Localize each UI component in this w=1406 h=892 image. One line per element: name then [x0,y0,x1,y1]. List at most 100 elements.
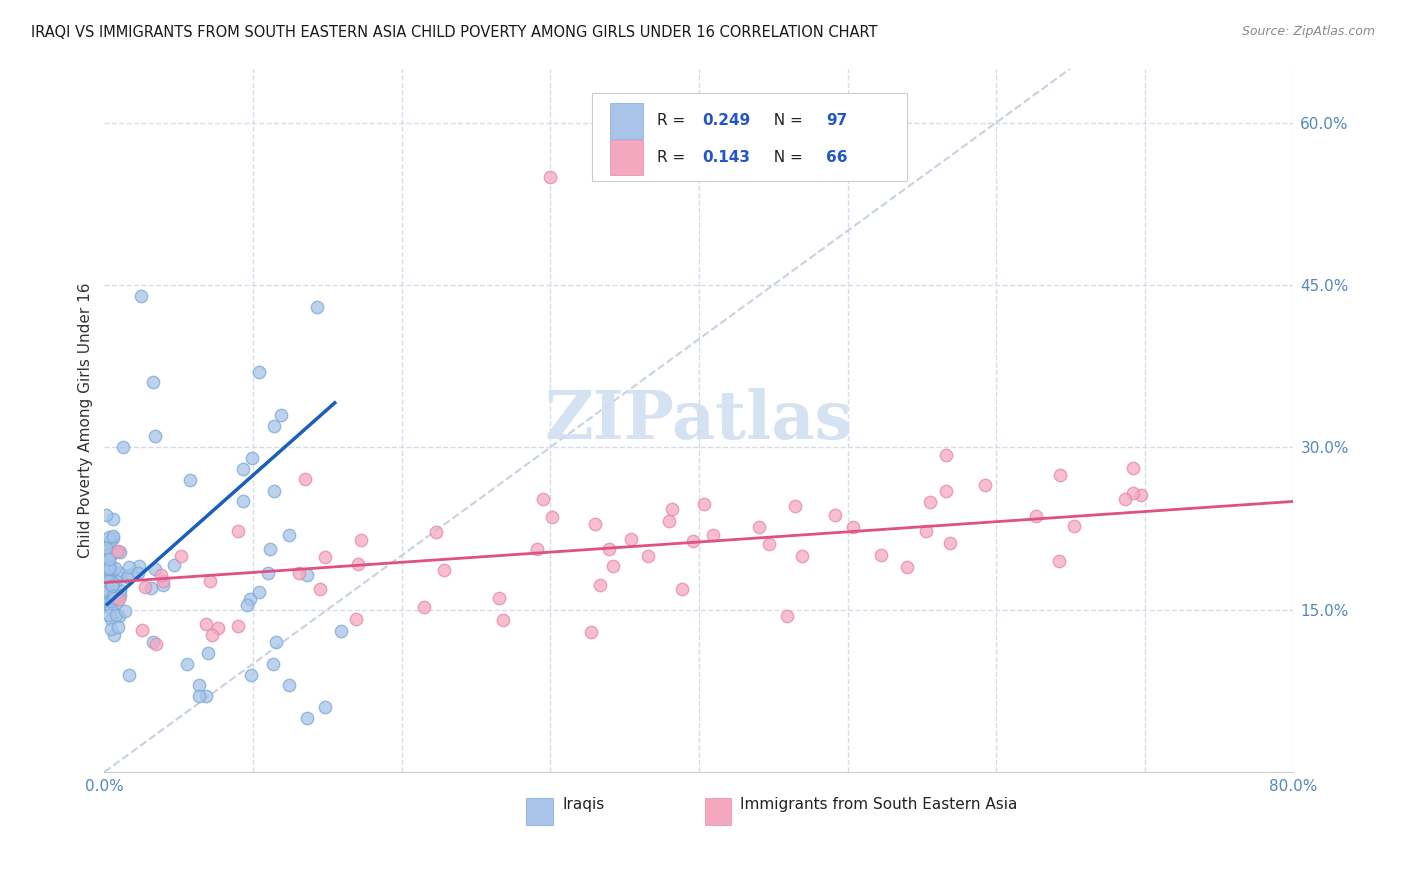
Point [96,543,118,558]
Point [103,591,125,605]
Text: N =: N = [765,150,808,165]
Point [1063,519,1085,533]
Point [288,566,311,580]
Point [195,617,218,632]
Point [935,484,957,499]
Text: N =: N = [765,113,808,128]
Point [693,498,716,512]
Point [270,408,292,422]
Point [589,578,612,592]
Point [94,597,117,611]
Point [134,580,156,594]
Text: 0.249: 0.249 [703,113,751,128]
Point [315,700,337,714]
Point [671,582,693,596]
Point [108,591,131,606]
Text: 66: 66 [827,150,848,165]
Text: IRAQI VS IMMIGRANTS FROM SOUTH EASTERN ASIA CHILD POVERTY AMONG GIRLS UNDER 16 C: IRAQI VS IMMIGRANTS FROM SOUTH EASTERN A… [31,25,877,40]
Text: ZIPatlas: ZIPatlas [544,388,853,453]
Point [108,566,131,580]
Point [110,582,132,597]
Point [425,525,447,540]
Point [101,590,124,604]
Point [97,552,120,566]
Point [344,612,367,626]
Point [108,590,131,604]
Point [197,646,219,660]
Point [142,376,165,390]
FancyBboxPatch shape [610,103,643,138]
Point [98,558,121,573]
Point [433,563,456,577]
Point [201,628,224,642]
Point [308,582,330,596]
Point [104,596,127,610]
Point [98,561,121,575]
Point [661,501,683,516]
Text: 97: 97 [827,113,848,128]
Point [602,559,624,574]
Point [176,657,198,671]
Point [100,547,122,561]
Point [702,528,724,542]
Point [295,711,318,725]
Point [1025,509,1047,524]
Point [142,635,165,649]
Point [101,591,124,606]
Point [103,532,125,546]
Point [1129,488,1152,502]
Text: R =: R = [657,113,690,128]
Point [207,621,229,635]
Point [98,569,121,583]
Point [347,557,370,571]
Point [101,575,124,590]
Point [105,608,128,623]
Point [103,628,125,642]
Point [1114,492,1136,507]
Point [128,558,150,573]
Point [100,599,122,613]
Point [935,449,957,463]
Point [152,574,174,589]
Point [598,541,620,556]
Point [141,581,163,595]
Point [118,667,141,681]
Point [538,169,561,184]
Point [101,529,124,543]
Point [263,483,285,498]
Point [920,495,942,509]
Point [104,545,127,559]
Point [583,516,606,531]
Point [1047,554,1070,568]
Point [100,562,122,576]
FancyBboxPatch shape [592,93,907,181]
Point [107,543,129,558]
Point [94,508,117,522]
FancyBboxPatch shape [526,798,553,825]
Point [120,567,142,582]
Point [103,512,125,526]
Point [540,509,562,524]
Point [105,574,128,588]
Text: Iraqis: Iraqis [562,797,605,812]
Point [100,612,122,626]
Point [236,598,259,612]
Point [330,624,353,639]
Point [152,578,174,592]
Point [200,574,222,589]
Point [162,558,184,572]
Point [108,588,131,602]
Point [187,678,209,692]
Point [97,585,120,599]
Point [107,608,129,623]
Point [257,566,280,580]
Point [619,532,641,546]
FancyBboxPatch shape [610,140,643,175]
Point [278,528,301,542]
Point [143,561,166,575]
Point [842,520,865,534]
Point [107,620,129,634]
Point [305,300,328,314]
Point [758,537,780,551]
Point [194,690,217,704]
